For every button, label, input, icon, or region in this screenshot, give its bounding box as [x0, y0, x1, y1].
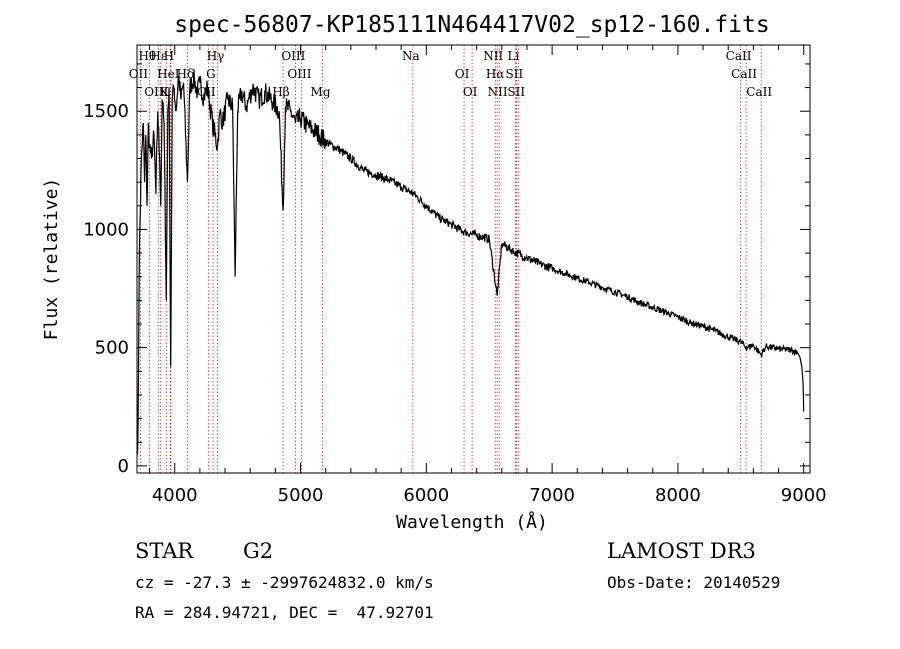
line-label: OIII [287, 67, 311, 81]
y-tick-label: 500 [95, 338, 129, 359]
line-label: Mg [311, 85, 331, 99]
spectral-line-labels: HθOIIOIIIHεHeIKHHδCIIHγGHβOIIIOIIIMgNaOI… [129, 49, 773, 99]
line-label: Hε [150, 49, 167, 63]
x-axis-ticks: 4000 5000 6000 7000 8000 9000 [149, 45, 827, 506]
x-tick-label: 8000 [655, 485, 701, 506]
y-tick-label: 0 [118, 456, 129, 477]
line-label: OI [463, 85, 478, 99]
x-axis-label: Wavelength (Å) [396, 511, 548, 533]
survey-name: LAMOST DR3 [607, 539, 756, 563]
line-label: Li [507, 49, 519, 63]
line-label: CaII [746, 85, 772, 99]
spectrum-line [137, 69, 805, 455]
line-label: NII [483, 49, 503, 63]
line-label: Hθ [138, 49, 156, 63]
line-label: HeI [157, 67, 180, 81]
line-label: H [164, 49, 174, 63]
coordinates: RA = 284.94721, DEC = 47.92701 [135, 603, 434, 622]
line-label: NII [488, 85, 508, 99]
y-axis-ticks: 0 500 1000 1500 [83, 63, 810, 477]
line-label: G [206, 67, 216, 81]
line-label: Hγ [207, 49, 225, 63]
line-label: SII [506, 67, 524, 81]
line-label: SII [507, 85, 525, 99]
chart-title: spec-56807-KP185111N464417V02_sp12-160.f… [174, 12, 769, 38]
spectral-line-markers [139, 45, 762, 473]
plot-frame [136, 44, 811, 474]
line-label: CaII [726, 49, 752, 63]
subclass: G2 [243, 539, 273, 563]
line-label: OIII [281, 49, 305, 63]
redshift-line: cz = -27.3 ± -2997624832.0 km/s [135, 573, 434, 592]
line-label: Hδ [177, 67, 195, 81]
line-label: Na [402, 49, 420, 63]
x-tick-label: 4000 [152, 485, 198, 506]
y-tick-label: 1500 [83, 101, 129, 122]
y-tick-label: 1000 [83, 219, 129, 240]
line-label: K [160, 85, 170, 99]
line-label: CaII [731, 67, 757, 81]
line-label: Hβ [272, 85, 289, 99]
y-axis-label: Flux (relative) [41, 178, 62, 341]
x-tick-label: 9000 [781, 485, 827, 506]
line-label: OI [455, 67, 470, 81]
line-label: OIII [144, 85, 168, 99]
obs-date: Obs-Date: 20140529 [607, 573, 780, 592]
x-tick-label: 6000 [403, 485, 449, 506]
line-label: Hα [486, 67, 505, 81]
x-tick-label: 7000 [529, 485, 575, 506]
line-label: OII [129, 67, 149, 81]
object-type: STAR [135, 539, 194, 563]
x-tick-label: 5000 [278, 485, 324, 506]
